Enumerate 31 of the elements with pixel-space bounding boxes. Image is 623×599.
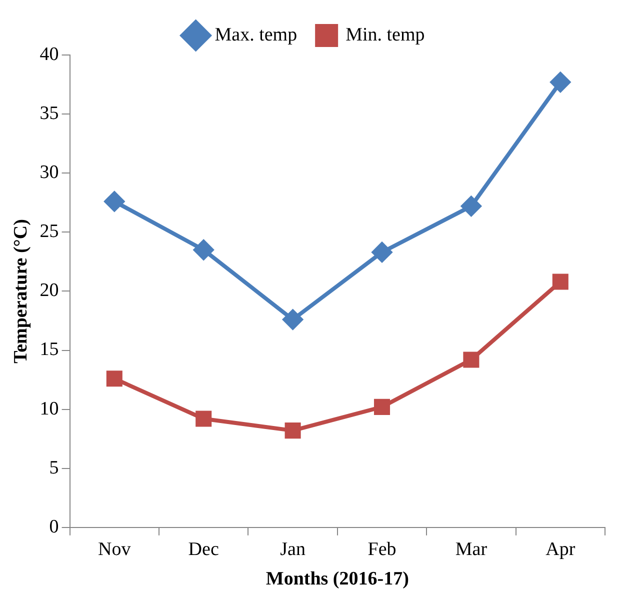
point: [550, 72, 570, 92]
legend-label: Min. temp: [346, 24, 425, 46]
point: [372, 242, 392, 262]
point: [282, 310, 303, 330]
point: [374, 398, 390, 415]
y-tick-label: 5: [49, 457, 59, 478]
y-tick-label: 15: [40, 339, 59, 360]
y-tick-label: 25: [40, 221, 59, 242]
y-axis-title: Temperature (°C): [10, 219, 32, 364]
y-tick-label: 10: [40, 398, 59, 420]
point: [463, 352, 480, 368]
y-tick-label: 35: [40, 103, 59, 124]
y-tick-label: 20: [40, 280, 59, 302]
x-tick-label: Mar: [455, 538, 488, 560]
x-tick-label: Nov: [98, 538, 132, 560]
y-tick-label: 40: [40, 44, 59, 65]
y-tick-label: 0: [49, 516, 59, 538]
point: [106, 370, 122, 387]
x-tick-label: Apr: [546, 538, 576, 560]
point: [194, 240, 214, 260]
x-tick-label: Feb: [368, 538, 396, 560]
legend-label: Max. temp: [214, 24, 298, 46]
point: [461, 196, 482, 216]
point: [284, 422, 301, 439]
point: [552, 274, 568, 290]
y-tick-label: 30: [40, 162, 59, 184]
x-tick-label: Dec: [188, 538, 219, 560]
point: [196, 410, 212, 427]
x-axis-title: Months (2016-17): [266, 568, 409, 590]
point: [104, 191, 124, 212]
x-tick-label: Jan: [280, 538, 306, 560]
